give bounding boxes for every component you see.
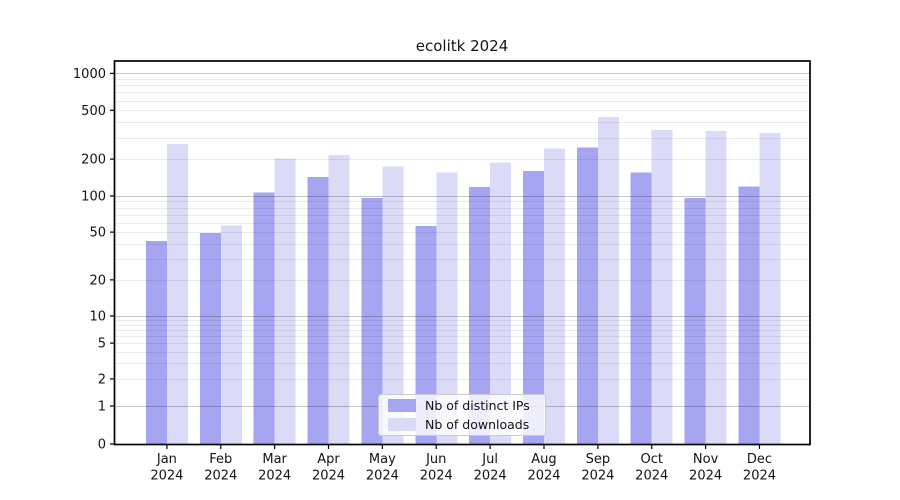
bar-distinct-ips-oct: [630, 172, 652, 444]
x-tick-label-month: Sep: [586, 452, 611, 467]
x-tick-label-month: Oct: [640, 452, 662, 467]
y-tick-label: 10: [89, 310, 106, 325]
x-axis-group: Jan 2024 Feb 2024 Mar 2024 Apr 2024 May 2024 Jun 20…: [150, 444, 776, 484]
x-tick-label-year: 2024: [474, 469, 507, 484]
chart-title: ecolitk 2024: [416, 37, 509, 55]
legend-item-distinct-ips: Nb of distinct IPs: [388, 397, 536, 413]
legend: Nb of distinct IPs Nb of downloads: [378, 394, 546, 436]
legend-label-distinct-ips: Nb of distinct IPs: [425, 397, 530, 413]
bar-downloads-nov: [705, 130, 727, 444]
y-tick-label: 200: [81, 153, 106, 168]
bar-downloads-sep: [597, 117, 619, 444]
x-tick-label-year: 2024: [527, 469, 560, 484]
x-tick-label-year: 2024: [689, 469, 722, 484]
bar-distinct-ips-jul: [469, 187, 491, 445]
bar-distinct-ips-dec: [738, 186, 760, 445]
bar-downloads-mar: [274, 158, 296, 445]
bar-downloads-dec: [759, 133, 781, 444]
x-tick-label-year: 2024: [581, 469, 614, 484]
x-tick-label-month: Aug: [531, 452, 556, 467]
x-tick-label-month: Mar: [262, 452, 287, 467]
bar-downloads-jul: [490, 162, 512, 444]
bar-downloads-jun: [436, 172, 458, 444]
bar-distinct-ips-apr: [307, 176, 329, 444]
x-tick-label-month: Jun: [425, 452, 446, 467]
x-tick-label-month: Nov: [693, 452, 719, 467]
bar-downloads-jan: [166, 144, 188, 445]
y-tick-label: 100: [81, 190, 106, 205]
bar-distinct-ips-jun: [415, 226, 437, 444]
y-tick-label: 2: [98, 372, 106, 387]
x-tick-label-year: 2024: [420, 469, 453, 484]
x-tick-label-year: 2024: [366, 469, 399, 484]
legend-item-downloads: Nb of downloads: [388, 416, 536, 432]
bar-downloads-aug: [543, 148, 565, 444]
x-tick-label-year: 2024: [150, 469, 183, 484]
y-axis-group: 0 1 2 5 10 20 50 100 200 500 1000: [73, 67, 115, 453]
x-tick-label-month: Feb: [209, 452, 232, 467]
x-tick-label-month: Dec: [747, 452, 772, 467]
legend-swatch-downloads: [388, 417, 416, 431]
gridlines-group: [114, 73, 810, 407]
plot-border: [113, 60, 811, 446]
bar-distinct-ips-nov: [684, 198, 706, 444]
y-tick-label: 1000: [73, 67, 106, 82]
y-tick-label: 1: [98, 400, 106, 415]
x-tick-label-month: Jan: [156, 452, 177, 467]
x-tick-label-year: 2024: [743, 469, 776, 484]
x-tick-label-month: May: [369, 452, 396, 467]
bar-distinct-ips-may: [361, 198, 383, 444]
y-tick-label: 500: [81, 104, 106, 119]
bar-distinct-ips-mar: [253, 192, 275, 444]
x-tick-label-year: 2024: [258, 469, 291, 484]
bar-downloads-apr: [328, 154, 350, 444]
y-tick-label: 0: [98, 438, 106, 453]
y-tick-label: 20: [89, 273, 106, 288]
x-tick-label-year: 2024: [635, 469, 668, 484]
bar-downloads-oct: [651, 130, 673, 444]
bar-downloads-may: [382, 166, 404, 444]
bar-distinct-ips-aug: [522, 170, 544, 444]
bar-distinct-ips-jan: [145, 241, 167, 444]
x-tick-label-year: 2024: [204, 469, 237, 484]
x-tick-label-month: Jul: [481, 452, 498, 467]
y-tick-label: 5: [98, 337, 106, 352]
legend-swatch-distinct-ips: [388, 399, 416, 413]
x-tick-label-year: 2024: [312, 469, 345, 484]
bar-distinct-ips-sep: [576, 147, 598, 444]
y-tick-label: 50: [89, 226, 106, 241]
legend-label-downloads: Nb of downloads: [425, 416, 530, 432]
bar-distinct-ips-feb: [199, 233, 221, 444]
bar-downloads-feb: [220, 225, 242, 444]
bars-group: [145, 117, 781, 445]
x-tick-label-month: Apr: [317, 452, 340, 467]
